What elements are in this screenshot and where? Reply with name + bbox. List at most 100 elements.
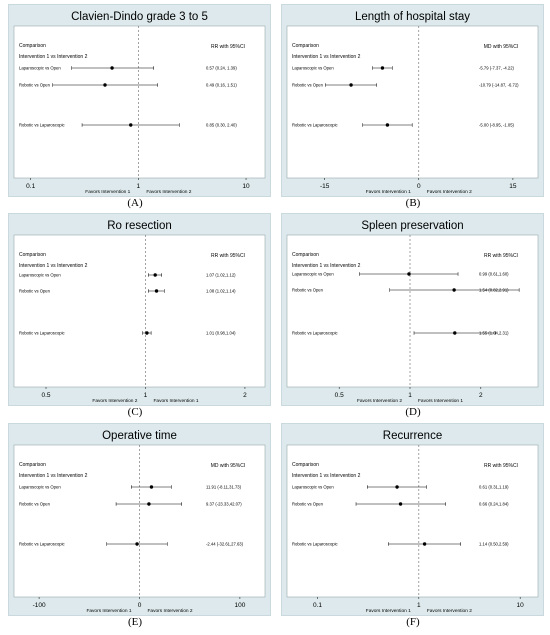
x-tick-label: -15 — [320, 183, 330, 190]
forest-plot-svg: Operative time Comparison Intervention 1 v… — [8, 423, 271, 616]
point-estimate — [452, 288, 456, 292]
favors-left-label: Favors Intervention 1 — [86, 608, 131, 614]
favors-right-label: Favors Intervention 1 — [153, 398, 198, 404]
x-tick-label: 1 — [417, 602, 421, 609]
chart-title: Operative time — [102, 430, 177, 442]
point-estimate — [110, 66, 114, 70]
header-effect-measure: RR with 95%CI — [484, 253, 518, 259]
point-estimate — [154, 289, 159, 293]
point-estimate — [398, 502, 403, 506]
point-estimate — [385, 123, 390, 127]
header-comparison: Comparison — [292, 462, 319, 468]
header-interventions: Intervention 1 vs Intervention 2 — [19, 263, 88, 269]
row-comparison-label: Robotic vs Open — [19, 289, 51, 294]
header-effect-measure: MD with 95%CI — [484, 44, 518, 50]
row-comparison-label: Laparoscopic vs Open — [19, 66, 61, 71]
header-comparison: Comparison — [19, 43, 46, 49]
x-tick-label: 2 — [479, 392, 483, 399]
row-effect-value: 0.57 (0.24, 1.39) — [206, 66, 237, 71]
header-interventions: Intervention 1 vs Intervention 2 — [292, 263, 361, 269]
point-estimate — [129, 123, 133, 127]
point-estimate — [149, 485, 154, 489]
chart-title: Clavien-Dindo grade 3 to 5 — [71, 11, 208, 23]
favors-left-label: Favors Intervention 2 — [357, 398, 402, 404]
header-interventions: Intervention 1 vs Intervention 2 — [19, 473, 88, 479]
forest-plot-svg: Length of hospital stay Comparison Interve… — [281, 4, 544, 197]
favors-right-label: Favors Intervention 2 — [146, 189, 191, 195]
row-comparison-label: Robotic vs Laparoscopic — [292, 542, 338, 547]
forest-plot-svg: Clavien-Dindo grade 3 to 5 Comparison Inte… — [8, 4, 271, 197]
forest-plot-a: Clavien-Dindo grade 3 to 5 Comparison Inte… — [8, 4, 271, 197]
plot-area — [13, 25, 266, 179]
row-comparison-label: Robotic vs Laparoscopic — [19, 542, 65, 547]
forest-plot-svg: Recurrence Comparison Intervention 1 vs In… — [281, 423, 544, 616]
x-tick-label: 0 — [417, 183, 421, 190]
chart-title: Spleen preservation — [361, 220, 463, 232]
row-comparison-label: Robotic vs Open — [19, 502, 51, 507]
row-effect-value: 1.01 (0.98,1.04) — [206, 331, 236, 336]
point-estimate — [453, 331, 457, 335]
row-comparison-label: Laparoscopic vs Open — [292, 485, 334, 490]
x-tick-label: 1 — [144, 392, 148, 399]
row-comparison-label: Laparoscopic vs Open — [19, 273, 61, 278]
x-tick-label: -100 — [33, 602, 46, 609]
x-tick-label: 10 — [242, 183, 250, 190]
row-comparison-label: Robotic vs Laparoscopic — [292, 123, 338, 128]
row-comparison-label: Laparoscopic vs Open — [292, 66, 334, 71]
header-comparison: Comparison — [292, 252, 319, 258]
point-estimate — [153, 273, 157, 277]
row-comparison-label: Robotic vs Open — [292, 83, 324, 88]
favors-left-label: Favors Intervention 1 — [366, 608, 411, 614]
row-comparison-label: Robotic vs Laparoscopic — [292, 331, 338, 336]
row-comparison-label: Robotic vs Open — [292, 502, 324, 507]
plot-area — [286, 444, 539, 598]
row-effect-value: -5.00 (-8.95, -1.05) — [479, 123, 515, 128]
row-effect-value: 0.49 (0.16, 1.51) — [206, 83, 237, 88]
point-estimate — [145, 331, 149, 335]
panel-label-c: (C) — [127, 406, 143, 418]
row-comparison-label: Robotic vs Open — [19, 83, 51, 88]
header-interventions: Intervention 1 vs Intervention 2 — [19, 54, 88, 60]
point-estimate — [135, 542, 139, 546]
point-estimate — [380, 66, 385, 70]
header-effect-measure: RR with 95%CI — [211, 253, 245, 259]
favors-right-label: Favors Intervention 2 — [427, 189, 472, 195]
x-tick-label: 0 — [138, 602, 142, 609]
row-effect-value: -2.44 (-32.61,27.63) — [206, 542, 244, 547]
point-estimate — [147, 502, 151, 506]
chart-title: Recurrence — [383, 430, 442, 442]
forest-plot-svg: Spleen preservation Comparison Interventio… — [281, 213, 544, 406]
panel-label-e: (E) — [127, 616, 143, 628]
point-estimate — [103, 83, 107, 87]
header-comparison: Comparison — [19, 462, 46, 468]
panel-label-f: (F) — [406, 616, 420, 628]
x-tick-label: 1 — [408, 392, 412, 399]
row-effect-value: 0.66 (0.24,1.84) — [479, 502, 509, 507]
favors-right-label: Favors Intervention 2 — [427, 608, 472, 614]
row-effect-value: 1.08 (1.02,1.14) — [206, 289, 236, 294]
row-effect-value: 1.55 (1.04,2.31) — [479, 331, 509, 336]
panel-label-a: (A) — [127, 197, 143, 209]
row-effect-value: 9.37 (-23.33,42.07) — [206, 502, 242, 507]
favors-left-label: Favors Intervention 1 — [366, 189, 411, 195]
header-effect-measure: MD with 95%CI — [211, 463, 245, 469]
row-effect-value: 0.85 (0.30, 2.40) — [206, 123, 237, 128]
favors-left-label: Favors Intervention 2 — [92, 398, 137, 404]
panel-label-b: (B) — [405, 197, 421, 209]
forest-plot-b: Length of hospital stay Comparison Interve… — [281, 4, 544, 197]
point-estimate — [422, 542, 427, 546]
header-comparison: Comparison — [19, 252, 46, 258]
header-effect-measure: RR with 95%CI — [211, 44, 245, 50]
plot-area — [286, 234, 539, 388]
x-tick-label: 0.5 — [41, 392, 50, 399]
point-estimate — [395, 485, 399, 489]
panel-label-d: (D) — [405, 406, 421, 418]
row-effect-value: -5.79 (-7.37, -4.22) — [479, 66, 515, 71]
forest-plot-d: Spleen preservation Comparison Interventio… — [281, 213, 544, 406]
plot-area — [286, 25, 539, 179]
x-tick-label: 0.1 — [26, 183, 35, 190]
favors-right-label: Favors Intervention 1 — [418, 398, 463, 404]
favors-right-label: Favors Intervention 2 — [148, 608, 193, 614]
row-comparison-label: Robotic vs Laparoscopic — [19, 123, 65, 128]
row-comparison-label: Robotic vs Open — [292, 288, 324, 293]
